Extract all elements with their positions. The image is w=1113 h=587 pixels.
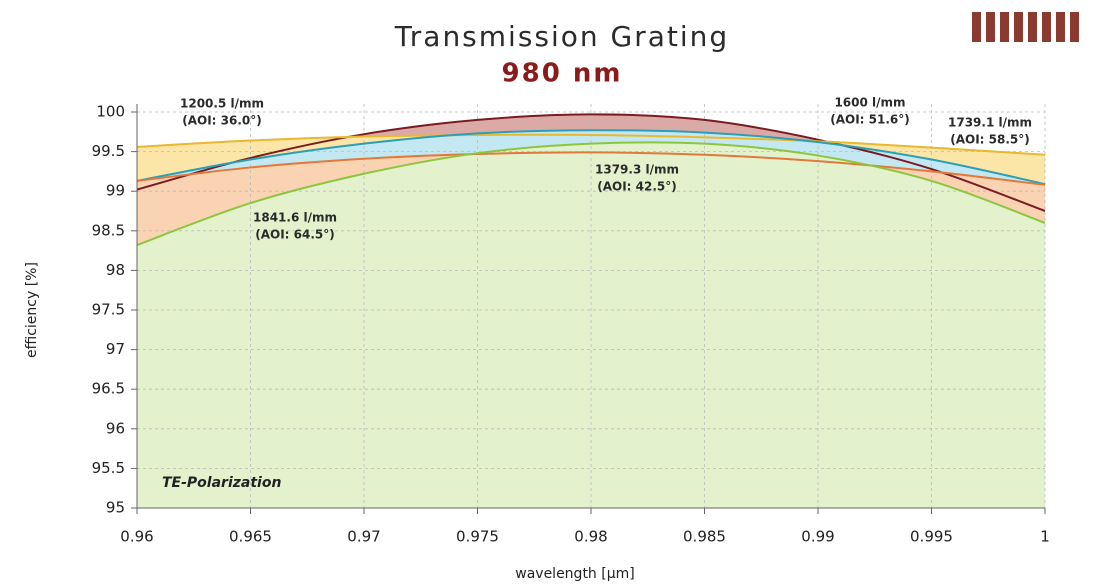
x-tick-label: 0.97 (347, 528, 380, 546)
series-name: 1739.1 l/mm (948, 116, 1032, 130)
chart-title: Transmission Grating (394, 20, 729, 53)
logo-decoration (968, 8, 1083, 44)
logo-stripe (972, 12, 981, 42)
chart-subtitle: 980 nm (502, 59, 623, 89)
series-label: (AOI: 36.0°) (182, 114, 262, 128)
series-label: (AOI: 58.5°) (950, 133, 1030, 147)
y-axis-label: efficiency [%] (24, 262, 40, 358)
x-tick-label: 0.985 (683, 528, 726, 546)
y-tick-label: 96 (106, 419, 125, 437)
logo-stripe (1000, 12, 1009, 42)
y-tick-label: 96.5 (92, 380, 125, 398)
chart: Transmission Grating 980 nm wavelength [… (0, 0, 1113, 587)
series-name: 1200.5 l/mm (180, 97, 264, 111)
x-tick-label: 0.975 (456, 528, 499, 546)
y-tick-label: 98.5 (92, 221, 125, 239)
series-name: 1600 l/mm (834, 96, 905, 110)
y-tick-label: 95 (106, 499, 125, 517)
y-tick-label: 97.5 (92, 301, 125, 319)
annotation: TE-Polarization (162, 475, 281, 491)
y-tick-label: 97 (106, 340, 125, 358)
y-tick-label: 95.5 (92, 459, 125, 477)
x-tick-label: 1 (1040, 528, 1050, 546)
logo-stripe (1042, 12, 1051, 42)
y-tick-label: 99.5 (92, 142, 125, 160)
series-name: 1841.6 l/mm (253, 211, 337, 225)
x-tick-label: 0.99 (801, 528, 834, 546)
x-tick-label: 0.995 (910, 528, 953, 546)
y-tick-label: 100 (96, 103, 125, 121)
series-label: (AOI: 42.5°) (597, 180, 677, 194)
logo-bg (968, 8, 1083, 44)
logo-stripe (986, 12, 995, 42)
x-tick-label: 0.98 (574, 528, 607, 546)
x-axis-label: wavelength [µm] (515, 566, 634, 582)
x-tick-label: 0.965 (229, 528, 272, 546)
series-label: (AOI: 64.5°) (255, 228, 335, 242)
y-tick-label: 99 (106, 182, 125, 200)
logo-stripe (1070, 12, 1079, 42)
logo-stripe (1056, 12, 1065, 42)
series-label: (AOI: 51.6°) (830, 113, 910, 127)
x-tick-label: 0.96 (120, 528, 153, 546)
y-tick-label: 98 (106, 261, 125, 279)
series-name: 1379.3 l/mm (595, 163, 679, 177)
logo-stripe (1028, 12, 1037, 42)
logo-stripe (1014, 12, 1023, 42)
